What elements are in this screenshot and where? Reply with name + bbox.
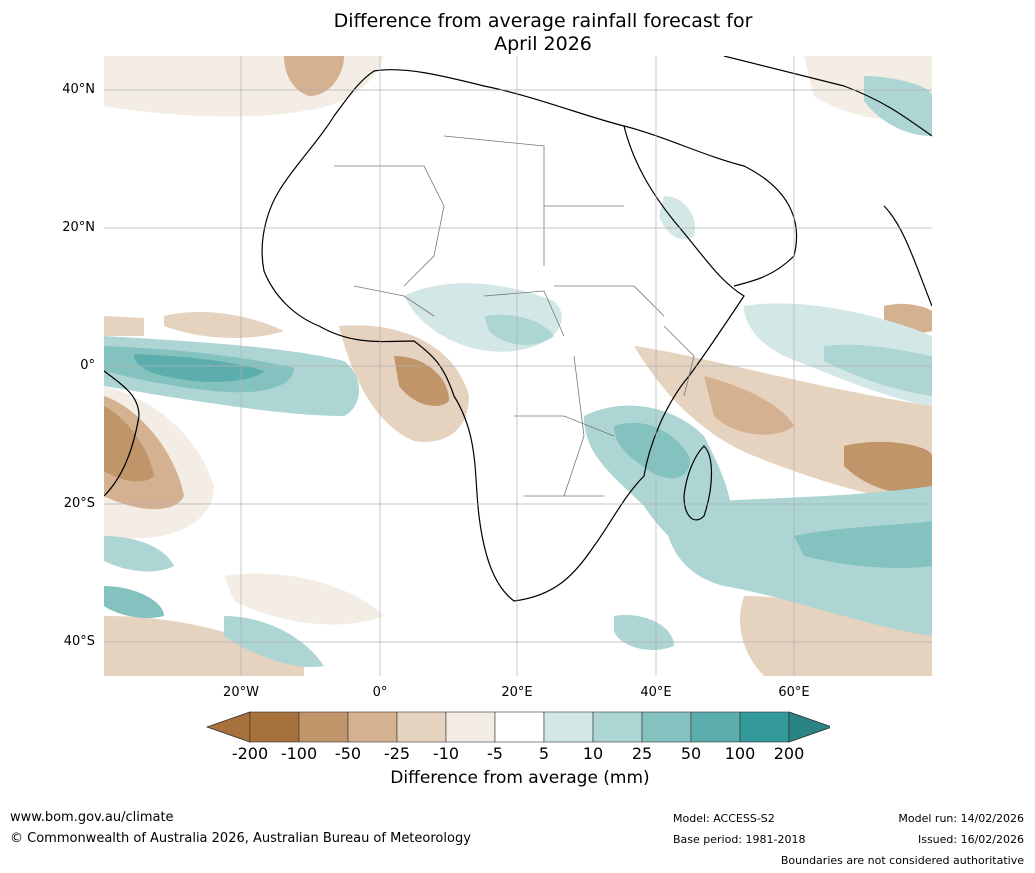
legend-swatch-1	[298, 711, 349, 743]
land-boundaries	[104, 56, 932, 602]
legend-tick-label: 25	[631, 744, 653, 763]
lat-label-20n: 20°N	[62, 220, 95, 235]
rainfall-anomaly-map	[104, 56, 932, 676]
footer-model-run: Model run: 14/02/2026	[898, 812, 1024, 825]
lon-label-20w: 20°W	[223, 685, 259, 700]
footer-issued: Issued: 16/02/2026	[917, 833, 1024, 846]
legend-extend-high	[788, 711, 830, 743]
legend-tick-label: 200	[773, 744, 805, 763]
legend-tick-label: -25	[383, 744, 411, 763]
legend-tick-label: 10	[582, 744, 604, 763]
legend-tick-label: -5	[487, 744, 503, 763]
legend-swatch-4	[445, 711, 496, 743]
lat-label-20s: 20°S	[63, 496, 95, 511]
dry-anomaly-fields	[104, 56, 932, 676]
legend-label: Difference from average (mm)	[390, 768, 650, 788]
footer-base-period: Base period: 1981-2018	[673, 833, 806, 846]
lat-label-equator: 0°	[80, 358, 95, 373]
title-line-1: Difference from average rainfall forecas…	[333, 10, 753, 32]
legend-tick-label: -10	[432, 744, 460, 763]
legend-extend-low	[205, 711, 251, 743]
footer-disclaimer: Boundaries are not considered authoritat…	[780, 854, 1024, 867]
map-title: Difference from average rainfall forecas…	[243, 10, 843, 56]
legend-tick-label: -200	[231, 744, 269, 763]
footer-website: www.bom.gov.au/climate	[10, 810, 174, 825]
graticule	[104, 56, 932, 676]
lon-label-0: 0°	[372, 685, 388, 700]
footer-copyright: © Commonwealth of Australia 2026, Austra…	[10, 831, 471, 846]
legend-tick-label: -100	[280, 744, 318, 763]
legend-swatch-9	[690, 711, 741, 743]
lon-label-40e: 40°E	[640, 685, 672, 700]
legend-swatch-5	[494, 711, 545, 743]
wet-anomaly-fields	[104, 76, 932, 667]
country-boundaries	[334, 135, 695, 497]
legend-tick-label: 5	[538, 744, 550, 763]
legend-swatch-3	[396, 711, 447, 743]
legend-colorbar	[205, 711, 830, 743]
legend-swatch-6	[543, 711, 594, 743]
legend-swatch-7	[592, 711, 643, 743]
legend-tick-label: -50	[334, 744, 362, 763]
legend-swatch-10	[739, 711, 790, 743]
lat-label-40s: 40°S	[63, 634, 95, 649]
footer-model: Model: ACCESS-S2	[673, 812, 775, 825]
lon-label-60e: 60°E	[778, 685, 810, 700]
title-line-2: April 2026	[494, 33, 592, 55]
legend-tick-label: 50	[680, 744, 702, 763]
legend-tick-label: 100	[724, 744, 756, 763]
legend-swatch-2	[347, 711, 398, 743]
legend-swatch-0	[249, 711, 300, 743]
legend-swatch-8	[641, 711, 692, 743]
lon-label-20e: 20°E	[501, 685, 533, 700]
lat-label-40n: 40°N	[62, 82, 95, 97]
